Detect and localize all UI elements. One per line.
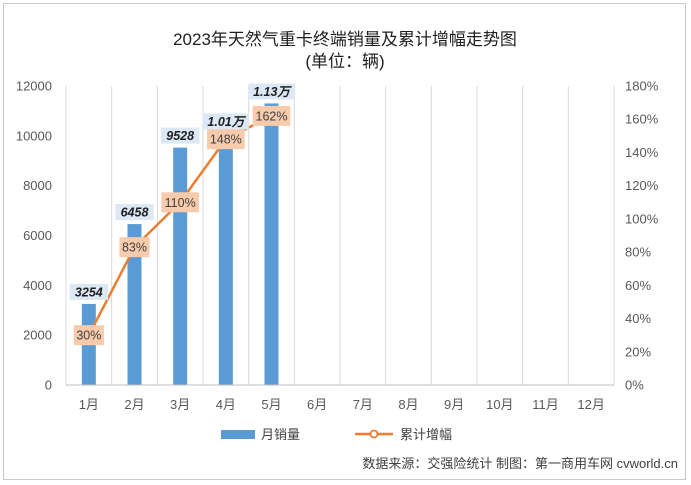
x-tick-label: 7月 [353, 397, 373, 412]
y-right-tick-label: 100% [625, 211, 659, 226]
line-label-bg [161, 192, 199, 213]
bar [127, 224, 142, 385]
line-label-bg [119, 237, 150, 258]
legend-line-marker [369, 429, 379, 439]
bar [173, 147, 188, 385]
legend-line-label: 累计增幅 [400, 427, 452, 442]
legend: 月销量 累计增幅 [221, 427, 452, 442]
y-right-tick-label: 0% [625, 378, 644, 393]
chart-title: 2023年天然气重卡终端销量及累计增幅走势图 [173, 30, 517, 49]
gridlines [65, 86, 615, 385]
x-tick-label: 9月 [444, 397, 464, 412]
y-left-tick-label: 8000 [23, 178, 52, 193]
bar-label-bg [69, 283, 109, 300]
x-tick-label: 3月 [170, 397, 190, 412]
line-data-label: 110% [165, 196, 196, 210]
line-data-label: 30% [76, 329, 101, 343]
bar-data-label: 1.01万 [207, 115, 246, 129]
y-right-tick-label: 80% [625, 245, 651, 260]
x-tick-label: 12月 [577, 397, 604, 412]
bar-label-bg [160, 127, 200, 144]
x-tick-label: 2月 [124, 397, 144, 412]
legend-bar-swatch [221, 430, 255, 439]
line-data-label: 162% [256, 109, 288, 123]
bar-label-bg [202, 113, 249, 130]
y-left-tick-label: 4000 [23, 278, 52, 293]
line-label-bg [252, 105, 291, 126]
y-left-tick-label: 6000 [23, 228, 52, 243]
line-label-bg [73, 325, 104, 346]
data-labels: 3254 6458 9528 1.01万 1.13万 30% 83% 110% 148% 162% [69, 83, 295, 346]
bar-series [81, 103, 279, 386]
x-tick-label: 5月 [261, 397, 281, 412]
chart-canvas: 2023年天然气重卡终端销量及累计增幅走势图 (单位：辆) 3254 6458 95… [16, 30, 678, 471]
chart-subtitle: (单位：辆) [305, 52, 384, 71]
line-label-bg [207, 129, 245, 150]
line-data-label: 83% [122, 241, 147, 255]
bar-data-label: 3254 [75, 285, 103, 299]
y-right-tick-label: 40% [625, 311, 651, 326]
axes: 0 2000 4000 6000 8000 10000 12000 0% 20% 40% 60% 80… [16, 79, 659, 413]
y-right-tick-label: 20% [625, 344, 651, 359]
y-left-tick-label: 12000 [16, 79, 52, 94]
x-tick-label: 1月 [79, 397, 99, 412]
bar-data-label: 6458 [121, 206, 149, 220]
bar-data-label: 1.13万 [253, 85, 292, 99]
y-right-tick-label: 120% [625, 178, 659, 193]
y-right-tick-label: 160% [625, 112, 659, 127]
y-right-tick-label: 140% [625, 145, 659, 160]
y-left-tick-label: 10000 [16, 128, 52, 143]
x-tick-label: 4月 [216, 397, 236, 412]
y-left-tick-label: 2000 [23, 328, 52, 343]
bar-label-bg [115, 204, 154, 221]
bar [218, 133, 233, 385]
bar-label-bg [248, 83, 295, 100]
chart-frame: 2023年天然气重卡终端销量及累计增幅走势图 (单位：辆) 3254 6458 95… [3, 3, 686, 480]
y-right-tick-label: 180% [625, 79, 659, 94]
line-data-label: 148% [210, 133, 242, 147]
y-left-tick-label: 0 [45, 378, 52, 393]
bar [264, 103, 279, 386]
x-tick-label: 6月 [307, 397, 327, 412]
legend-bar-label: 月销量 [261, 427, 300, 442]
x-tick-label: 11月 [532, 397, 559, 412]
source-note: 数据来源：交强险统计 制图：第一商用车网 cvworld.cn [362, 456, 678, 471]
x-tick-label: 10月 [486, 397, 513, 412]
bar-data-label: 9528 [166, 129, 194, 143]
y-right-tick-label: 60% [625, 278, 651, 293]
x-tick-label: 8月 [398, 397, 418, 412]
